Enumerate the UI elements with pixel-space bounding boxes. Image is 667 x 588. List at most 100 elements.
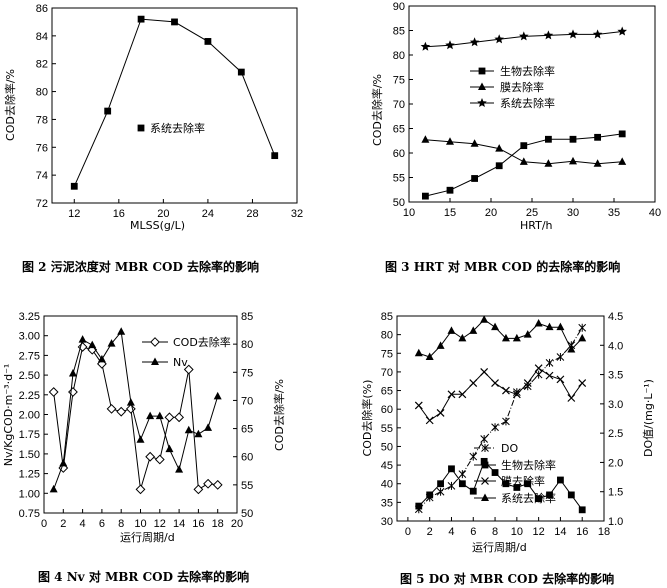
data-point (567, 394, 576, 402)
y-tick-label: 74 (36, 170, 48, 182)
y-tick-label: 65 (381, 386, 393, 398)
y-tick-label: 78 (36, 114, 48, 126)
y-tick-label: 30 (381, 516, 393, 528)
figure-caption: 图 5 DO 对 MBR COD 去除率的影响 (400, 571, 614, 586)
legend-label: COD去除率 (173, 335, 231, 349)
x-tick-label: 4 (80, 518, 86, 530)
data-point (568, 29, 578, 39)
data-point (107, 339, 116, 347)
y-tick-label: 72 (36, 198, 48, 210)
data-point (425, 416, 434, 425)
data-point (593, 159, 602, 167)
data-point (414, 348, 423, 357)
data-point (59, 458, 68, 467)
y-tick-label: 85 (381, 311, 393, 323)
data-point (458, 333, 467, 342)
y-tick-label: 50 (381, 441, 393, 453)
legend-label: 生物去除率 (500, 64, 555, 78)
y2-tick-label: 2.0 (608, 457, 623, 469)
data-point (578, 333, 587, 342)
data-point (204, 38, 212, 45)
y-tick-label: 1.75 (19, 429, 40, 441)
y2-tick-label: 4.5 (608, 311, 623, 323)
data-point (155, 411, 164, 420)
data-point (171, 18, 178, 26)
x-tick-label: 18 (212, 518, 224, 530)
figure-caption: 图 4 Nv 对 MBR COD 去除率的影响 (38, 569, 249, 584)
chart-fig2: 12 16 20 24 28 32 72 74 76 78 80 82 84 86 MLSS(g/L) COD… (3, 3, 303, 274)
y2-tick-label: 3.0 (608, 399, 623, 411)
data-point (520, 142, 528, 150)
y-tick-label: 2.50 (19, 370, 40, 382)
y-tick-label: 80 (381, 330, 393, 342)
y2-tick-label: 85 (241, 311, 253, 323)
x-tick-label: 6 (470, 526, 476, 538)
x-tick-label: 16 (192, 518, 204, 530)
y2-tick-label: 60 (241, 452, 253, 464)
x-tick-label: 16 (576, 526, 588, 538)
legend-marker (150, 337, 160, 347)
data-point (104, 107, 112, 115)
data-point (135, 484, 146, 495)
data-point (447, 326, 456, 334)
y-tick-label: 2.75 (19, 350, 40, 362)
y-axis-label: COD去除率/% (370, 74, 384, 146)
x-tick-label: 18 (598, 526, 610, 538)
x-tick-label: 20 (231, 518, 243, 530)
y2-tick-label: 80 (241, 339, 253, 351)
x-tick-label: 8 (492, 526, 498, 538)
data-point (617, 26, 627, 36)
data-point (545, 358, 554, 367)
x-tick-label: 30 (567, 207, 579, 219)
x-tick-label: 40 (649, 207, 661, 219)
y-tick-label: 86 (36, 3, 48, 15)
data-point (618, 130, 626, 138)
x-tick-label: 0 (41, 518, 47, 530)
data-point (512, 390, 521, 399)
figure-caption: 图 2 污泥浓度对 MBR COD 去除率的影响 (22, 259, 259, 274)
data-point (436, 341, 445, 349)
legend-marker (478, 82, 486, 90)
x-tick-label: 8 (118, 518, 124, 530)
y-tick-label: 3.00 (19, 331, 40, 343)
data-point (421, 135, 430, 143)
y-tick-label: 76 (36, 142, 48, 154)
y-tick-label: 80 (393, 50, 405, 62)
data-point (569, 135, 577, 143)
data-point (469, 379, 478, 388)
y-tick-label: 60 (393, 148, 405, 160)
y-tick-label: 55 (381, 423, 393, 435)
data-point (184, 425, 193, 434)
data-point (125, 403, 136, 414)
data-point (544, 159, 553, 167)
x-tick-label: 24 (202, 208, 214, 220)
data-point (491, 469, 499, 476)
y-tick-label: 75 (393, 75, 405, 87)
data-point (469, 487, 477, 495)
data-point (68, 387, 78, 397)
data-point (154, 454, 165, 465)
y-tick-label: 0.75 (19, 508, 40, 520)
data-point (448, 465, 455, 473)
data-point (578, 379, 587, 388)
data-point (420, 41, 431, 51)
y-axis-label: COD去除率/% (3, 69, 17, 141)
legend-marker (481, 493, 489, 501)
data-point (545, 135, 552, 143)
x-tick-label: 12 (68, 208, 80, 220)
y-tick-label: 55 (393, 173, 405, 185)
y-tick-label: 65 (393, 124, 405, 136)
data-point (495, 162, 503, 170)
y-tick-label: 70 (381, 367, 393, 379)
x-tick-label: 16 (113, 208, 125, 220)
data-point (68, 369, 77, 377)
data-point (480, 435, 489, 443)
y2-tick-label: 55 (241, 480, 253, 492)
y2-tick-label: 2.5 (608, 428, 623, 440)
x-tick-label: 10 (511, 526, 523, 538)
data-point (546, 491, 553, 499)
data-point (469, 452, 478, 461)
legend-marker (481, 477, 489, 485)
y2-tick-label: 75 (241, 367, 253, 379)
data-point (446, 137, 454, 145)
